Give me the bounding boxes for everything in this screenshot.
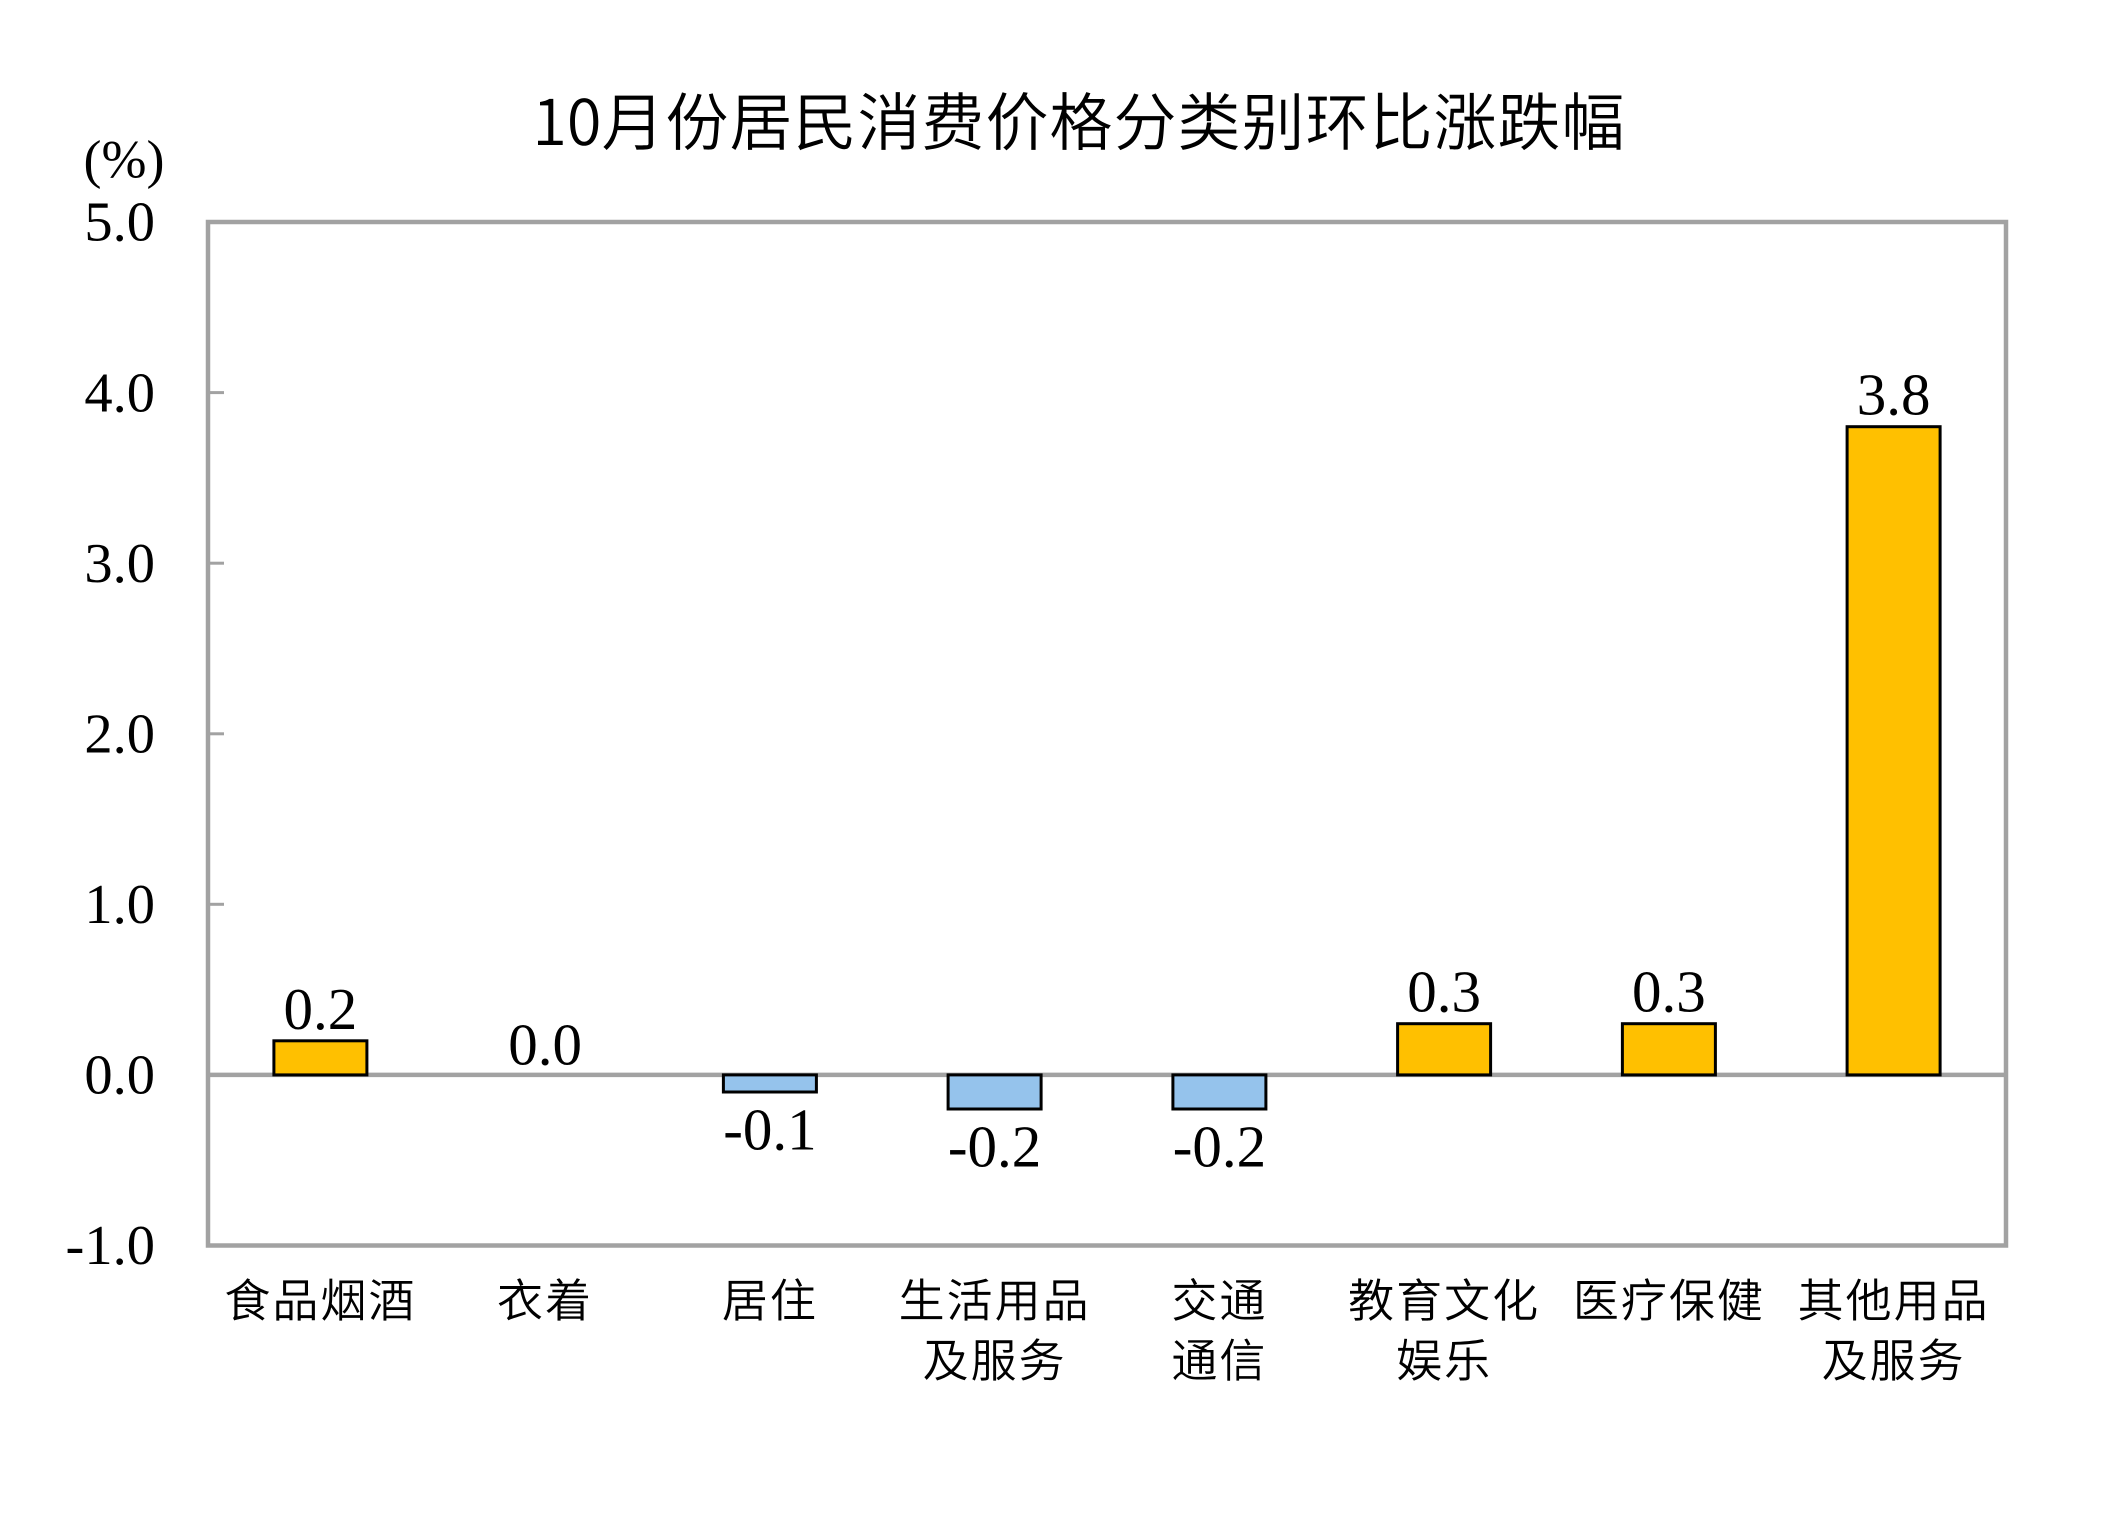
svg-text:3.8: 3.8	[1857, 362, 1931, 428]
svg-text:2.0: 2.0	[84, 704, 155, 766]
svg-text:-0.2: -0.2	[948, 1114, 1041, 1180]
svg-text:0.0: 0.0	[84, 1045, 155, 1107]
svg-text:0.3: 0.3	[1407, 959, 1481, 1025]
svg-text:0.0: 0.0	[508, 1012, 582, 1078]
svg-text:5.0: 5.0	[84, 192, 155, 254]
svg-text:(%): (%)	[84, 130, 165, 190]
svg-text:1.0: 1.0	[84, 874, 155, 936]
svg-text:-0.2: -0.2	[1173, 1114, 1266, 1180]
svg-text:0.2: 0.2	[284, 976, 358, 1042]
svg-text:3.0: 3.0	[84, 533, 155, 595]
svg-text:-1.0: -1.0	[66, 1215, 155, 1277]
svg-text:4.0: 4.0	[84, 362, 155, 424]
svg-text:0.3: 0.3	[1632, 959, 1706, 1025]
svg-text:-0.1: -0.1	[723, 1097, 816, 1163]
